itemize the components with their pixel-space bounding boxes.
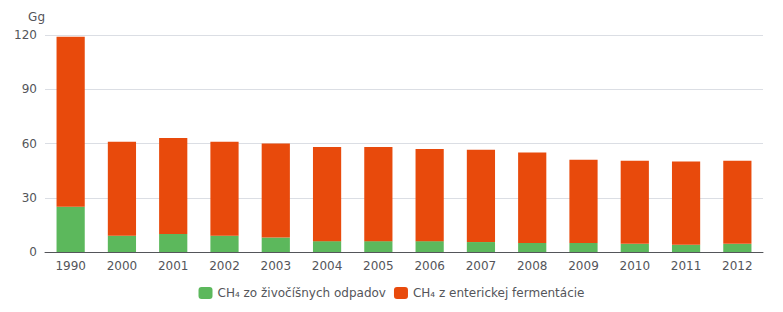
svg-text:90: 90 bbox=[22, 82, 37, 96]
svg-text:1990: 1990 bbox=[55, 259, 86, 273]
svg-text:2012: 2012 bbox=[722, 259, 753, 273]
svg-text:2011: 2011 bbox=[671, 259, 702, 273]
svg-text:2004: 2004 bbox=[312, 259, 343, 273]
svg-text:2008: 2008 bbox=[517, 259, 548, 273]
svg-text:30: 30 bbox=[22, 191, 37, 205]
svg-text:120: 120 bbox=[14, 28, 37, 42]
svg-text:2005: 2005 bbox=[363, 259, 394, 273]
svg-text:0: 0 bbox=[29, 245, 37, 259]
svg-text:60: 60 bbox=[22, 137, 37, 151]
svg-text:2000: 2000 bbox=[107, 259, 138, 273]
svg-text:2009: 2009 bbox=[568, 259, 599, 273]
svg-text:Gg: Gg bbox=[28, 10, 45, 24]
svg-text:CH₄ zo živočíšnych odpadov: CH₄ zo živočíšnych odpadov bbox=[218, 286, 386, 300]
svg-text:2002: 2002 bbox=[209, 259, 240, 273]
svg-text:2003: 2003 bbox=[261, 259, 292, 273]
svg-text:CH₄ z enterickej fermentácie: CH₄ z enterickej fermentácie bbox=[413, 286, 585, 300]
svg-text:2006: 2006 bbox=[414, 259, 445, 273]
svg-text:2010: 2010 bbox=[620, 259, 651, 273]
svg-text:2001: 2001 bbox=[158, 259, 189, 273]
svg-text:2007: 2007 bbox=[466, 259, 497, 273]
